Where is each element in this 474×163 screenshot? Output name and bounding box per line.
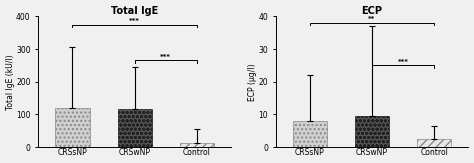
Bar: [292, 121, 327, 147]
Text: ***: ***: [160, 54, 171, 60]
Bar: [55, 108, 90, 147]
Bar: [180, 143, 214, 147]
Bar: [118, 110, 152, 147]
Title: Total IgE: Total IgE: [111, 6, 158, 15]
Bar: [355, 116, 389, 147]
Title: ECP: ECP: [362, 6, 383, 15]
Y-axis label: Total IgE (kU/l): Total IgE (kU/l): [6, 54, 15, 110]
Bar: [417, 139, 451, 147]
Text: **: **: [368, 16, 375, 22]
Text: ***: ***: [129, 18, 140, 24]
Text: ***: ***: [398, 59, 409, 65]
Y-axis label: ECP (μg/l): ECP (μg/l): [248, 63, 257, 101]
